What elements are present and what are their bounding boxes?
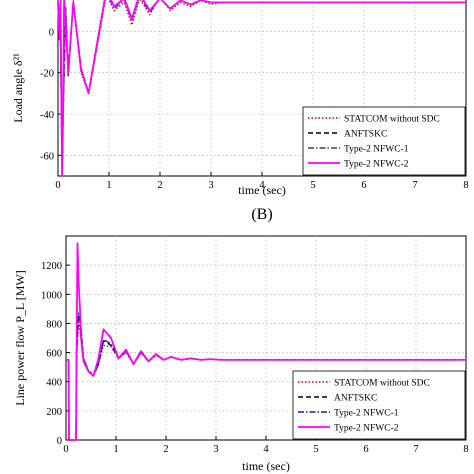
x-tick-label: 6 (361, 180, 366, 191)
x-tick-label: 0 (63, 444, 68, 455)
x-tick-label: 7 (412, 180, 417, 191)
x-tick-label: 4 (259, 180, 265, 191)
x-tick-label: 2 (163, 444, 168, 455)
series-line-4 (57, 0, 466, 177)
x-tick-label: 6 (363, 444, 368, 455)
legend-label: STATCOM without SDC (344, 115, 440, 125)
x-tick-label: 3 (213, 444, 218, 455)
bottom-panel: 0 1 2 3 4 5 6 7 8 1200 1000 800 600 400 200 0 Line powe… (13, 235, 469, 473)
y-tick-label: 0 (57, 436, 62, 447)
y-tick-label: 200 (46, 407, 62, 418)
bottom-x-axis-label: time (sec) (242, 459, 290, 473)
legend-label: Type-2 NFWC-1 (334, 409, 399, 419)
y-tick-label: -20 (40, 69, 54, 80)
top-legend: STATCOM without SDC ANFTSKC Type-2 NFWC-1 T… (302, 106, 466, 176)
x-tick-label: 8 (463, 444, 468, 455)
x-tick-label: 1 (113, 444, 118, 455)
legend-label: Type-2 NFWC-1 (344, 145, 409, 155)
legend-label: Type-2 NFWC-2 (344, 160, 409, 170)
x-tick-label: 7 (413, 444, 418, 455)
x-tick-label: 0 (55, 180, 60, 191)
x-tick-label: 5 (310, 180, 315, 191)
legend-label: ANFTSKC (344, 130, 387, 140)
x-tick-label: 2 (157, 180, 162, 191)
y-tick-label: 1000 (41, 290, 62, 301)
top-panel: 012345678200-20-40-60 Load angle δ²¹ tim… (11, 0, 469, 197)
bottom-y-axis-label: Line power flow P_L [MW] (13, 270, 27, 406)
x-tick-label: 4 (263, 444, 269, 455)
legend-label: ANFTSKC (334, 394, 377, 404)
y-tick-label: 400 (46, 378, 62, 389)
x-tick-label: 3 (208, 180, 213, 191)
y-tick-label: -60 (40, 151, 54, 162)
y-tick-label: -40 (40, 110, 54, 121)
legend-label: Type-2 NFWC-2 (334, 424, 399, 434)
legend-label: STATCOM without SDC (334, 379, 430, 389)
bottom-legend: STATCOM without SDC ANFTSKC Type-2 NFWC-1 T… (292, 370, 466, 440)
x-tick-label: 1 (106, 180, 111, 191)
y-tick-label: 0 (49, 27, 54, 38)
y-tick-label: 600 (46, 349, 62, 360)
x-tick-label: 8 (463, 180, 468, 191)
x-tick-label: 5 (313, 444, 318, 455)
top-x-axis-label: time (sec) (238, 183, 286, 197)
y-tick-label: 800 (46, 319, 62, 330)
series-line-4 (66, 242, 466, 441)
panel-label-b: (B) (251, 206, 272, 223)
top-y-axis-label: Load angle δ²¹ (11, 53, 25, 123)
y-tick-label: 1200 (41, 261, 62, 272)
